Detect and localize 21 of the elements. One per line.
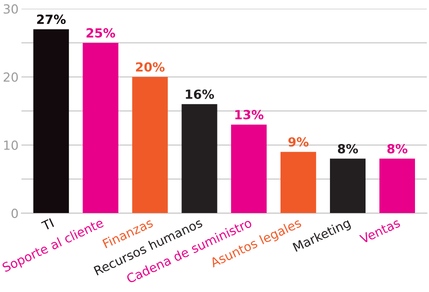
bar: [132, 76, 168, 214]
data-label: 8%: [387, 144, 408, 154]
data-label: 8%: [338, 144, 358, 154]
y-tick-label: 0: [12, 208, 18, 218]
bar: [182, 104, 218, 214]
x-tick-label: TI: [40, 218, 54, 231]
bar: [33, 29, 69, 214]
data-label: 27%: [37, 14, 66, 24]
bar: [330, 158, 366, 214]
y-tick-label: 20: [4, 72, 18, 82]
data-label: 9%: [288, 137, 309, 147]
bar: [231, 124, 267, 214]
y-tick-label: 10: [4, 140, 18, 150]
data-label: 16%: [186, 89, 214, 99]
data-label: 20%: [136, 62, 165, 72]
data-label: 25%: [86, 28, 116, 38]
y-tick-label: 30: [4, 4, 18, 14]
bar: [280, 152, 316, 214]
bar: [379, 158, 415, 214]
bar: [82, 42, 118, 214]
data-label: 13%: [235, 110, 264, 120]
